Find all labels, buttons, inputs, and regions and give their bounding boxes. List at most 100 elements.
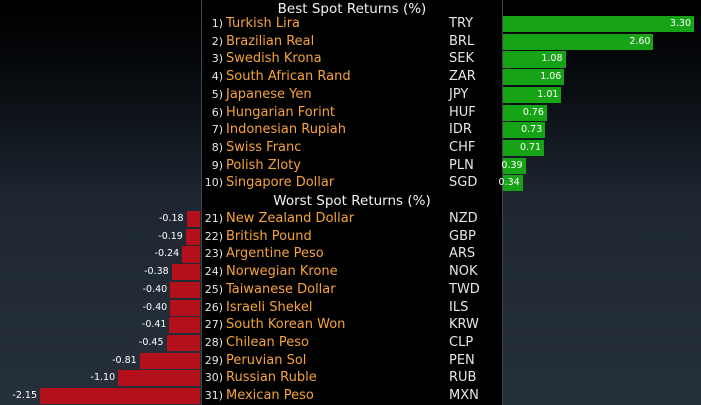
best-row: 2) Brazilian Real BRL bbox=[201, 33, 503, 51]
best-row: 7) Indonesian Rupiah IDR bbox=[201, 121, 503, 139]
currency-name: Turkish Lira bbox=[226, 16, 301, 31]
bar-value-label: 0.71 bbox=[519, 141, 542, 153]
rank-label: 3) bbox=[211, 52, 223, 66]
currency-name: Indonesian Rupiah bbox=[226, 122, 346, 138]
best-row: 6) Hungarian Forint HUF bbox=[201, 104, 503, 122]
rank-label: 2) bbox=[211, 34, 223, 48]
currency-code: ZAR bbox=[449, 69, 476, 85]
best-returns-title: Best Spot Returns (%) bbox=[277, 1, 427, 17]
currency-code: PEN bbox=[449, 352, 475, 368]
worst-row: 22) British Pound GBP bbox=[201, 228, 503, 246]
currency-code: JPY bbox=[449, 86, 469, 102]
bar-value-label: -0.24 bbox=[154, 248, 180, 260]
rank-label: 31) bbox=[204, 389, 223, 402]
currency-code: TRY bbox=[449, 16, 474, 31]
best-row: 9) Polish Zloty PLN bbox=[201, 157, 503, 175]
bar-value-label: 0.39 bbox=[501, 159, 523, 171]
rank-label: 26) bbox=[204, 300, 223, 314]
bar-value-label: -0.19 bbox=[158, 230, 183, 242]
currency-name: Russian Ruble bbox=[226, 370, 317, 386]
currency-name: Argentine Peso bbox=[226, 246, 324, 262]
left-divider bbox=[201, 0, 202, 405]
currency-name: Brazilian Real bbox=[226, 33, 315, 49]
rank-label: 4) bbox=[211, 70, 223, 84]
bar-value-label: 1.08 bbox=[541, 53, 563, 65]
currency-name: Japanese Yen bbox=[226, 86, 312, 102]
worst-row: 29) Peruvian Sol PEN bbox=[201, 352, 503, 370]
rank-label: 21) bbox=[204, 212, 223, 225]
currency-name: Taiwanese Dollar bbox=[226, 281, 336, 297]
bar-value-label: 1.06 bbox=[540, 71, 562, 83]
currency-code: IDR bbox=[449, 122, 472, 138]
currency-name: Chilean Peso bbox=[226, 334, 309, 350]
bar-value-label: 3.30 bbox=[669, 18, 691, 29]
bar-value-label: -0.18 bbox=[159, 213, 184, 224]
bar-value-label: 0.76 bbox=[522, 106, 544, 118]
bar-value-label: -2.15 bbox=[12, 390, 37, 401]
positive-bar bbox=[503, 104, 547, 121]
worst-row: 30) Russian Ruble RUB bbox=[201, 369, 503, 387]
bar-value-label: -0.40 bbox=[142, 283, 168, 295]
currency-code: NZD bbox=[449, 211, 478, 226]
worst-row: 23) Argentine Peso ARS bbox=[201, 245, 503, 263]
currency-code: PLN bbox=[449, 157, 474, 173]
currency-name: Israeli Shekel bbox=[226, 299, 313, 315]
best-row: 1) Turkish Lira TRY bbox=[201, 15, 503, 33]
bar-value-label: 0.73 bbox=[521, 124, 543, 136]
currency-name: South Korean Won bbox=[226, 317, 346, 333]
currency-name: Mexican Peso bbox=[226, 388, 314, 403]
rank-label: 25) bbox=[204, 282, 223, 296]
bar-value-label: -0.81 bbox=[112, 354, 137, 366]
bar-value-label: 0.34 bbox=[498, 177, 520, 189]
rank-label: 28) bbox=[204, 335, 223, 349]
negative-bar bbox=[170, 281, 200, 298]
currency-name: New Zealand Dollar bbox=[226, 211, 355, 226]
bar-value-label: -0.38 bbox=[144, 266, 169, 278]
positive-bar bbox=[503, 69, 565, 86]
rank-label: 9) bbox=[211, 158, 223, 172]
currency-code: GBP bbox=[449, 228, 476, 244]
positive-bar bbox=[503, 175, 523, 192]
currency-code: RUB bbox=[449, 370, 477, 386]
bar-value-label: -0.41 bbox=[141, 319, 167, 331]
positive-bar bbox=[503, 51, 566, 68]
worst-row: 27) South Korean Won KRW bbox=[201, 316, 503, 334]
currency-name: British Pound bbox=[226, 228, 312, 244]
currency-name: Polish Zloty bbox=[226, 157, 301, 173]
positive-bar bbox=[503, 16, 694, 33]
currency-code: SEK bbox=[449, 51, 474, 67]
positive-bar bbox=[503, 33, 654, 50]
currency-code: CLP bbox=[449, 334, 474, 350]
currency-code: SGD bbox=[449, 175, 478, 191]
bar-value-label: -1.10 bbox=[90, 372, 116, 384]
rank-label: 1) bbox=[211, 17, 223, 30]
bar-value-label: 1.01 bbox=[537, 88, 559, 100]
currency-code: MXN bbox=[449, 388, 479, 403]
right-divider bbox=[502, 0, 503, 405]
bar-value-label: 2.60 bbox=[629, 35, 651, 47]
currency-name: Swedish Krona bbox=[226, 51, 322, 67]
currency-name: Swiss Franc bbox=[226, 139, 302, 155]
negative-bar bbox=[166, 334, 200, 352]
worst-returns-title: Worst Spot Returns (%) bbox=[273, 193, 431, 209]
currency-code: HUF bbox=[449, 104, 476, 120]
currency-code: TWD bbox=[449, 281, 480, 297]
bar-value-label: -0.45 bbox=[138, 336, 164, 348]
best-row: 10) Singapore Dollar SGD bbox=[201, 174, 503, 192]
negative-bar bbox=[169, 317, 200, 334]
rank-label: 8) bbox=[211, 140, 223, 154]
currency-name: Hungarian Forint bbox=[226, 104, 336, 120]
currency-name: Singapore Dollar bbox=[226, 175, 335, 191]
negative-bar bbox=[186, 211, 200, 228]
currency-code: BRL bbox=[449, 33, 475, 49]
negative-bar bbox=[139, 352, 200, 369]
currency-code: CHF bbox=[449, 139, 476, 155]
best-row: 8) Swiss Franc CHF bbox=[201, 139, 503, 157]
worst-row: 24) Norwegian Krone NOK bbox=[201, 263, 503, 281]
currency-code: NOK bbox=[449, 264, 478, 280]
currency-name: South African Rand bbox=[226, 69, 351, 85]
worst-row: 25) Taiwanese Dollar TWD bbox=[201, 281, 503, 299]
currency-name: Norwegian Krone bbox=[226, 264, 338, 280]
currency-code: KRW bbox=[449, 317, 479, 333]
